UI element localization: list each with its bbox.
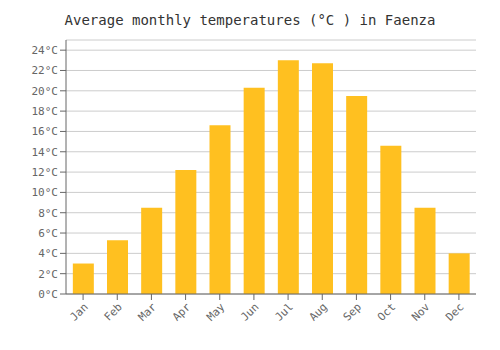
svg-text:Jun: Jun [238, 300, 261, 323]
svg-text:Aug: Aug [307, 300, 330, 323]
svg-text:12°C: 12°C [32, 166, 59, 179]
svg-text:6°C: 6°C [38, 227, 58, 240]
svg-text:2°C: 2°C [38, 268, 58, 281]
svg-text:Dec: Dec [443, 300, 466, 323]
html-text:Average monthly temperatures (: Average monthly temperatures (°C ) in Fa… [64, 12, 436, 28]
svg-text:24°C: 24°C [32, 44, 59, 57]
svg-text:Oct: Oct [375, 300, 398, 323]
svg-text:May: May [204, 300, 228, 324]
svg-text:4°C: 4°C [38, 247, 58, 260]
svg-text:18°C: 18°C [32, 105, 59, 118]
svg-text:20°C: 20°C [32, 85, 59, 98]
svg-text:Nov: Nov [409, 300, 433, 324]
svg-text:10°C: 10°C [32, 186, 59, 199]
svg-text:22°C: 22°C [32, 64, 59, 77]
svg-text:0°C: 0°C [38, 288, 58, 301]
svg-text:8°C: 8°C [38, 207, 58, 220]
svg-text:16°C: 16°C [32, 125, 59, 138]
svg-text:Feb: Feb [102, 300, 125, 323]
svg-text:Sep: Sep [341, 300, 364, 323]
svg-text:Mar: Mar [136, 300, 160, 324]
svg-text:Apr: Apr [170, 300, 194, 324]
svg-text:14°C: 14°C [32, 146, 59, 159]
svg-text:Jan: Jan [67, 300, 90, 323]
svg-text:Jul: Jul [272, 300, 295, 323]
